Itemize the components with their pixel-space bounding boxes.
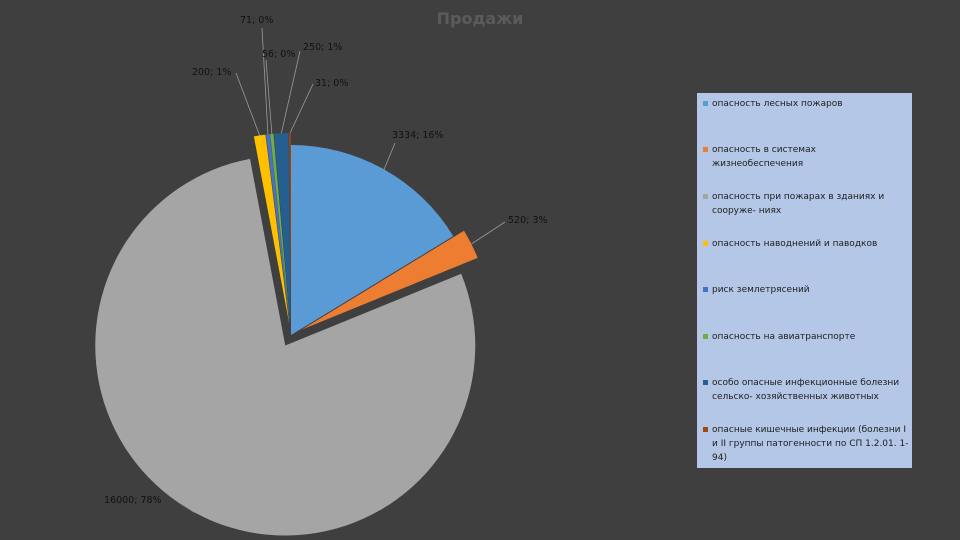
data-label: 71; 0% [240,15,273,26]
pie-slice [274,133,291,324]
legend-label: опасность в системах жизнеобеспечения [712,145,816,169]
data-label: 56; 0% [262,49,295,60]
legend-swatch [703,287,708,292]
legend: опасность лесных пожаров опасность в сист… [697,93,912,468]
leader-line [383,142,396,170]
legend-item: опасность при пожарах в зданиях и сооруж… [703,190,909,218]
data-label: 3334; 16% [392,130,444,141]
legend-swatch [703,194,708,199]
chart-title: Продажи [436,9,524,28]
leader-line [289,83,314,134]
legend-label: риск землетрясений [712,285,810,295]
legend-label: опасность лесных пожаров [712,99,843,109]
data-label: 16000; 78% [104,495,162,506]
data-labels: 3334; 16% 520; 3% 16000; 78% 200; 1% 71; 0% 5… [104,15,547,506]
leader-line [265,59,273,134]
legend-item: опасность на авиатранспорте [703,330,909,344]
legend-item: опасные кишечные инфекции (болезни I и I… [703,423,909,465]
legend-label: опасность при пожарах в зданиях и сооруж… [712,192,885,216]
legend-swatch [703,101,708,106]
legend-item: риск землетрясений [703,283,909,297]
legend-swatch [703,380,708,385]
data-label: 520; 3% [508,215,547,226]
pie-slice [253,134,290,324]
legend-label: опасность на авиатранспорте [712,332,856,342]
legend-item: особо опасные инфекционные болезни сельс… [703,376,909,404]
data-label: 200; 1% [192,67,231,78]
legend-item: опасность наводнений и паводков [703,237,909,251]
legend-label: опасность наводнений и паводков [712,239,878,249]
legend-swatch [703,241,708,246]
legend-item: опасность в системах жизнеобеспечения [703,143,909,171]
leader-line [179,502,195,513]
leader-line [471,221,506,245]
pie-slice [95,158,476,536]
leader-line [261,27,269,135]
legend-label: опасные кишечные инфекции (болезни I и I… [712,425,909,463]
data-label: 250; 1% [303,42,342,53]
label-leader-lines [179,27,506,513]
pie-slice [289,133,291,324]
legend-swatch [703,334,708,339]
legend-item: опасность лесных пожаров [703,97,909,111]
legend-swatch [703,427,708,432]
pie-slice [301,230,478,330]
pie-slice [270,133,290,324]
pie-slice [291,145,454,335]
data-label: 31; 0% [315,78,348,89]
legend-swatch [703,147,708,152]
legend-label: особо опасные инфекционные болезни сельс… [712,378,900,402]
leader-line [280,50,301,134]
leader-line [235,72,260,136]
pie-slices [95,133,478,536]
pie-slice [265,134,290,324]
